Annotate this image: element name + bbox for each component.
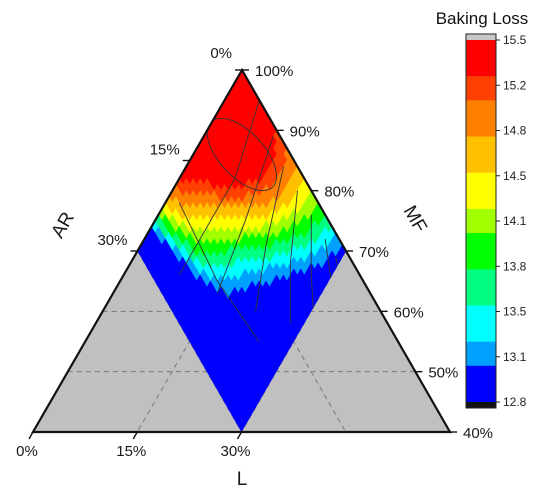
contour-line bbox=[255, 166, 285, 312]
ar-tick-30: 30% bbox=[97, 232, 127, 249]
mf-tick-100: 100% bbox=[255, 63, 293, 80]
axis-tick-marks bbox=[28, 69, 457, 440]
colorbar-band bbox=[466, 293, 496, 307]
colorbar-band bbox=[466, 317, 496, 331]
ar-tick-15: 15% bbox=[150, 142, 180, 159]
colorbar-band bbox=[466, 112, 496, 126]
colorbar-band bbox=[466, 136, 496, 150]
colorbar-band bbox=[466, 76, 496, 89]
colorbar-band bbox=[466, 329, 496, 343]
contour-line bbox=[289, 190, 298, 324]
mf-tick-60: 60% bbox=[394, 304, 424, 321]
colorbar-tick-label: 13.8 bbox=[503, 259, 527, 273]
l-tick-15: 15% bbox=[116, 443, 146, 460]
mf-tick-70: 70% bbox=[359, 244, 389, 261]
contour-line bbox=[178, 202, 260, 342]
axis-title-mf: MF bbox=[399, 202, 431, 236]
colorbar-band bbox=[466, 124, 496, 138]
colorbar-band bbox=[466, 257, 496, 270]
contour-line bbox=[206, 117, 278, 192]
ar-tick-0: 0% bbox=[210, 45, 232, 62]
colorbar-band bbox=[466, 100, 496, 113]
colorbar-tick-label: 14.5 bbox=[503, 169, 527, 183]
colorbar-band bbox=[466, 52, 496, 65]
colorbar-tick-label: 13.1 bbox=[503, 350, 527, 364]
colorbar-band bbox=[466, 221, 496, 234]
colorbar-band bbox=[466, 148, 496, 162]
colorbar-tick-label: 15.5 bbox=[503, 33, 527, 47]
colorbar-band bbox=[466, 88, 496, 101]
colorbar-band bbox=[466, 341, 496, 355]
colorbar-band bbox=[466, 184, 496, 198]
colorbar-band bbox=[466, 160, 496, 174]
colorbar-tick-marks bbox=[496, 39, 500, 403]
axis-title-l: L bbox=[237, 469, 248, 490]
colorbar-band bbox=[466, 377, 496, 391]
mf-tick-50: 50% bbox=[428, 365, 458, 382]
tick-mark bbox=[132, 431, 138, 440]
colorbar-band bbox=[466, 233, 496, 246]
l-tick-30: 30% bbox=[220, 443, 250, 460]
colorbar-title: Baking Loss bbox=[436, 9, 529, 28]
colorbar-band bbox=[466, 245, 496, 258]
colorbar-band bbox=[466, 365, 496, 379]
colorbar-tick-label: 12.8 bbox=[503, 395, 527, 409]
colorbar-band bbox=[466, 172, 496, 186]
contour-line bbox=[216, 136, 274, 294]
axis-title-ar: AR bbox=[48, 209, 79, 242]
colorbar-band bbox=[466, 196, 496, 210]
mf-tick-80: 80% bbox=[324, 184, 354, 201]
colorbar-band bbox=[466, 40, 496, 53]
l-tick-0: 0% bbox=[16, 443, 38, 460]
colorbar-band bbox=[466, 269, 496, 282]
colorbar-band bbox=[466, 64, 496, 77]
colorbar-tick-label: 14.8 bbox=[503, 124, 527, 138]
colorbar-tick-label: 14.1 bbox=[503, 214, 527, 228]
mf-tick-40: 40% bbox=[463, 425, 493, 442]
colorbar-band bbox=[466, 305, 496, 319]
colorbar-band bbox=[466, 281, 496, 294]
colorbar-tick-label: 15.2 bbox=[503, 78, 527, 92]
mf-tick-90: 90% bbox=[290, 123, 320, 140]
colorbar-overflow-cap bbox=[466, 34, 496, 40]
colorbar-bands bbox=[466, 34, 496, 408]
tick-mark bbox=[236, 431, 243, 440]
colorbar-underflow-cap bbox=[466, 402, 496, 408]
tick-mark bbox=[28, 431, 34, 440]
colorbar-band bbox=[466, 389, 496, 403]
colorbar-tick-label: 13.5 bbox=[503, 305, 527, 319]
colorbar-band bbox=[466, 353, 496, 367]
colorbar-band bbox=[466, 208, 496, 222]
